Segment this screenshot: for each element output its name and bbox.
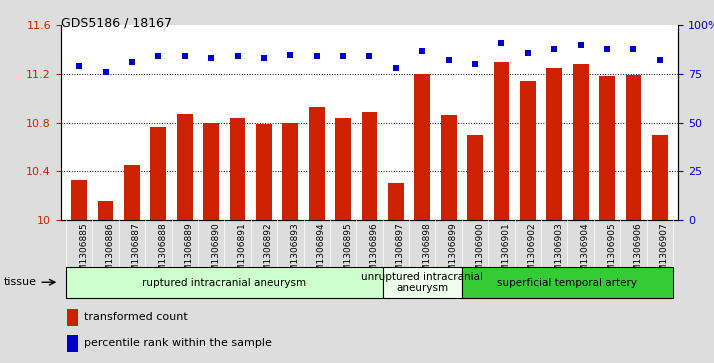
Text: GSM1306885: GSM1306885	[79, 222, 88, 283]
Bar	[546, 68, 562, 220]
Text: tissue: tissue	[4, 277, 36, 287]
Point	[575, 42, 586, 48]
Point	[311, 54, 323, 60]
Point	[416, 48, 428, 54]
Bar	[467, 135, 483, 220]
Point	[469, 61, 481, 67]
Bar	[308, 107, 325, 220]
Text: GDS5186 / 18167: GDS5186 / 18167	[61, 16, 171, 29]
Text: GSM1306906: GSM1306906	[633, 222, 643, 283]
Bar	[230, 118, 246, 220]
Text: GSM1306895: GSM1306895	[343, 222, 352, 283]
Point	[153, 54, 164, 60]
Bar	[599, 76, 615, 220]
Bar	[67, 335, 78, 352]
Bar	[124, 165, 140, 220]
Text: GSM1306893: GSM1306893	[291, 222, 299, 283]
Point	[363, 54, 375, 60]
Bar	[66, 267, 383, 298]
Bar	[652, 135, 668, 220]
Point	[126, 60, 138, 65]
Point	[654, 57, 665, 63]
Text: GSM1306896: GSM1306896	[370, 222, 378, 283]
Text: GSM1306902: GSM1306902	[528, 222, 537, 283]
Point	[628, 46, 639, 52]
Point	[179, 54, 191, 60]
Text: GSM1306891: GSM1306891	[238, 222, 246, 283]
Text: transformed count: transformed count	[84, 312, 188, 322]
Bar	[441, 115, 456, 220]
Text: GSM1306888: GSM1306888	[159, 222, 167, 283]
Text: GSM1306904: GSM1306904	[580, 222, 590, 283]
Text: GSM1306905: GSM1306905	[607, 222, 616, 283]
Point	[206, 56, 217, 61]
Bar	[573, 64, 588, 220]
Bar	[71, 180, 87, 220]
Bar	[151, 127, 166, 220]
Point	[74, 63, 85, 69]
Bar	[520, 81, 536, 220]
Text: GSM1306907: GSM1306907	[660, 222, 669, 283]
Text: GSM1306900: GSM1306900	[475, 222, 484, 283]
Point	[390, 65, 401, 71]
Point	[601, 46, 613, 52]
Point	[232, 54, 243, 60]
Bar	[177, 114, 193, 220]
Bar	[67, 309, 78, 326]
Point	[258, 56, 270, 61]
Point	[443, 57, 454, 63]
Text: percentile rank within the sample: percentile rank within the sample	[84, 338, 272, 348]
Point	[522, 50, 533, 56]
Point	[496, 40, 507, 46]
Text: GSM1306897: GSM1306897	[396, 222, 405, 283]
Bar	[388, 183, 404, 220]
Text: GSM1306890: GSM1306890	[211, 222, 220, 283]
Text: GSM1306889: GSM1306889	[185, 222, 193, 283]
Bar	[383, 267, 462, 298]
Bar	[625, 75, 641, 220]
Bar	[361, 111, 378, 220]
Text: GSM1306886: GSM1306886	[106, 222, 114, 283]
Bar	[414, 74, 431, 220]
Text: GSM1306892: GSM1306892	[264, 222, 273, 283]
Text: GSM1306903: GSM1306903	[554, 222, 563, 283]
Bar	[335, 118, 351, 220]
Text: superficial temporal artery: superficial temporal artery	[498, 278, 638, 287]
Text: unruptured intracranial
aneurysm: unruptured intracranial aneurysm	[361, 272, 483, 293]
Text: GSM1306894: GSM1306894	[317, 222, 326, 283]
Bar	[462, 267, 673, 298]
Point	[100, 69, 111, 75]
Bar	[256, 124, 272, 220]
Point	[338, 54, 349, 60]
Bar	[203, 122, 219, 220]
Point	[548, 46, 560, 52]
Text: GSM1306887: GSM1306887	[132, 222, 141, 283]
Point	[285, 52, 296, 57]
Bar	[283, 122, 298, 220]
Text: ruptured intracranial aneurysm: ruptured intracranial aneurysm	[142, 278, 306, 287]
Bar	[493, 62, 509, 220]
Bar	[98, 201, 114, 220]
Text: GSM1306898: GSM1306898	[422, 222, 431, 283]
Text: GSM1306899: GSM1306899	[448, 222, 458, 283]
Text: GSM1306901: GSM1306901	[501, 222, 511, 283]
